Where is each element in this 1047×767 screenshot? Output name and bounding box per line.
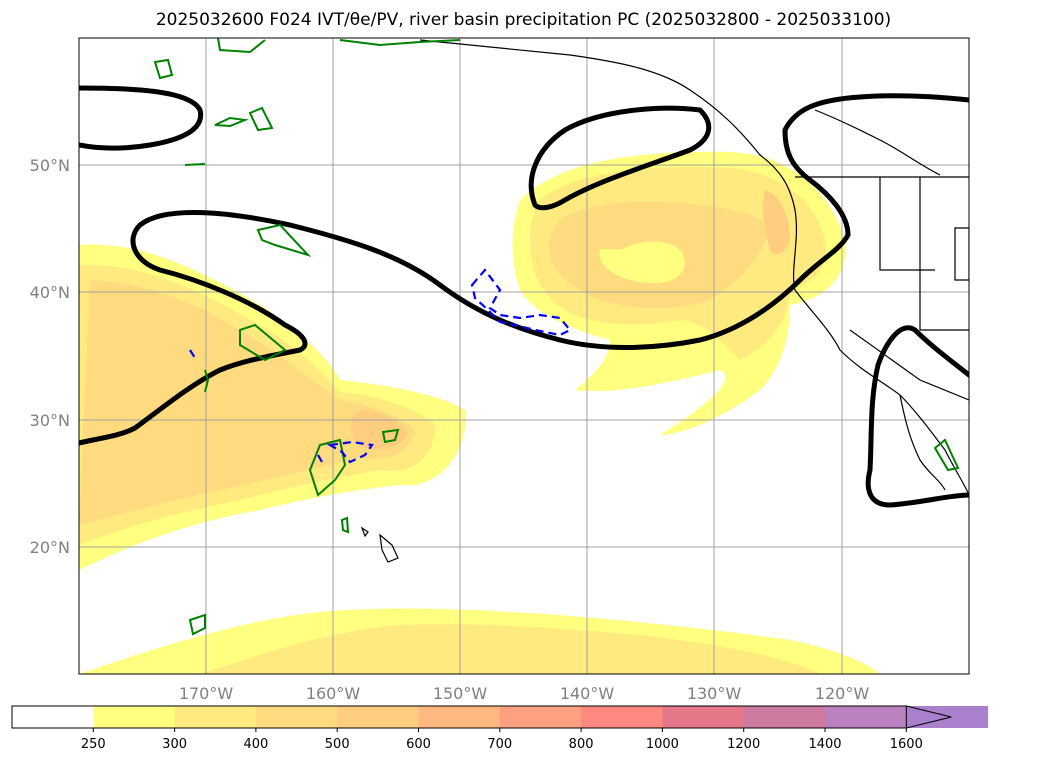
pv-contours (189, 268, 572, 464)
lon-label: 130°W (687, 684, 742, 703)
colorbar-tick-label: 800 (569, 737, 594, 752)
lon-label: 170°W (179, 684, 234, 703)
map-area (79, 38, 969, 674)
colorbar-segment (93, 706, 176, 728)
colorbar-tick-label: 1200 (727, 737, 760, 752)
ivt-contours (79, 85, 969, 508)
colorbar-segment (825, 706, 907, 728)
ivt-fill-300-south (200, 624, 820, 674)
lon-label: 140°W (560, 684, 615, 703)
colorbar-segment (662, 706, 745, 728)
coastlines (360, 39, 969, 563)
figure-title: 2025032600 F024 IVT/θe/PV, river basin p… (155, 10, 892, 30)
colorbar-tick-label: 600 (406, 737, 431, 752)
theta-e-contours (153, 38, 960, 636)
colorbar-tick-label: 1600 (890, 737, 923, 752)
colorbar-segment (12, 706, 94, 728)
colorbar-segment (174, 706, 257, 728)
colorbar-tick-label: 700 (487, 737, 512, 752)
lat-label: 50°N (30, 156, 70, 175)
colorbar-segment (581, 706, 663, 728)
colorbar-outline (11, 705, 907, 729)
colorbar-segment (255, 706, 338, 728)
map-frame (78, 37, 970, 675)
ivt-fill-400-coast (762, 190, 790, 255)
colorbar: 250 300 400 500 600 700 800 1000 1200 1400 1600 (11, 705, 989, 752)
colorbar-segment (418, 706, 501, 728)
lat-label: 30°N (30, 411, 70, 430)
colorbar-extend-arrow (905, 705, 952, 729)
lat-label: 20°N (30, 538, 70, 557)
colorbar-tick-label: 1400 (808, 737, 841, 752)
latitude-labels: 50°N 40°N 30°N 20°N (30, 156, 70, 557)
ivt-fill-400 (79, 280, 415, 525)
ivt-shading (79, 151, 880, 674)
colorbar-tick-label: 300 (162, 737, 187, 752)
colorbar-segment (743, 706, 826, 728)
colorbar-tick-label: 1000 (646, 737, 679, 752)
lat-label: 40°N (30, 283, 70, 302)
colorbar-tick-label: 250 (81, 737, 106, 752)
longitude-labels: 170°W 160°W 150°W 140°W 130°W 120°W (179, 684, 870, 703)
colorbar-tick-label: 500 (325, 737, 350, 752)
colorbar-segment (337, 706, 419, 728)
lon-label: 150°W (433, 684, 488, 703)
colorbar-segment (499, 706, 582, 728)
lon-label: 120°W (815, 684, 870, 703)
lon-label: 160°W (306, 684, 361, 703)
map-gridlines (79, 38, 969, 674)
colorbar-tick-label: 400 (243, 737, 268, 752)
ivt-fill-400-east (549, 201, 770, 309)
